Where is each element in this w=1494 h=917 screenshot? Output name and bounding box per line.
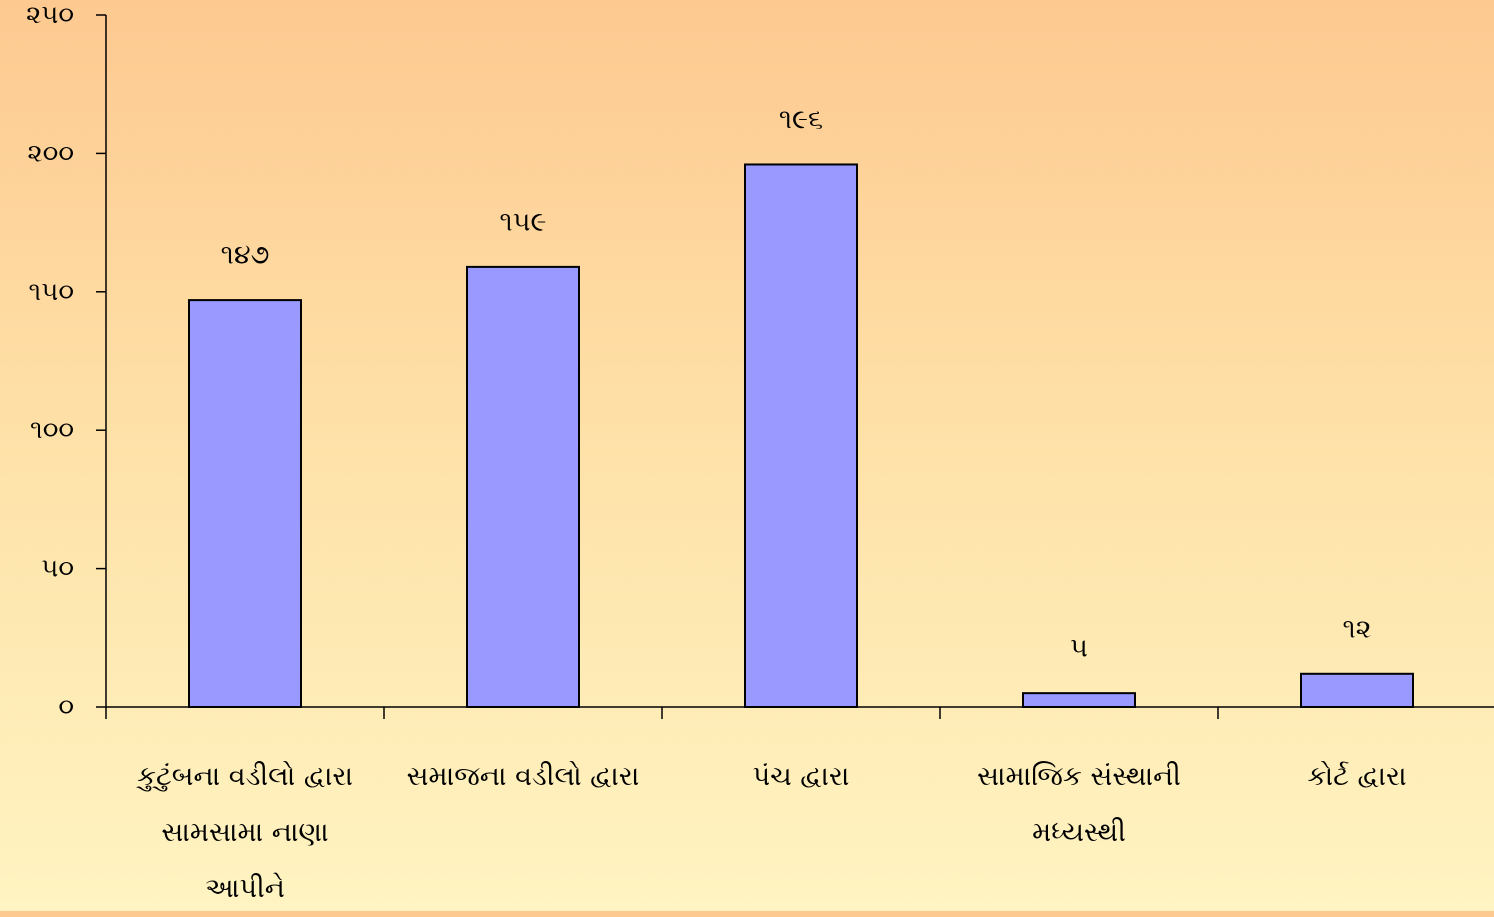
y-tick-label: ૨૫૦ [26, 0, 74, 30]
x-tick-label: પંચ દ્વારા [752, 761, 850, 792]
x-tick-label: સામાજિક સંસ્થાની મધ્યસ્થી [977, 761, 1181, 848]
bar [466, 265, 580, 708]
y-tick-label: ૨૦૦ [27, 138, 74, 168]
x-tick-label: કુટુંબના વડીલો દ્વારા સામસામા નાણા આપીને [136, 761, 354, 904]
x-tick-label: સમાજના વડીલો દ્વારા [406, 761, 640, 792]
bar-value-label: ૧૫૯ [500, 206, 547, 237]
bar [1022, 692, 1136, 708]
bar-value-label: ૧૯૬ [779, 104, 823, 135]
y-tick-label: ૫૦ [41, 554, 74, 584]
bar [1300, 672, 1414, 708]
bar-value-label: ૧૨ [1342, 613, 1371, 644]
x-tick-label: કોર્ટ દ્વારા [1307, 761, 1407, 792]
bar-value-label: ૫ [1070, 633, 1088, 664]
bar [188, 299, 302, 708]
y-tick-label: ૦ [58, 692, 74, 722]
y-tick-label: ૧૫૦ [29, 277, 74, 307]
bar-value-label: ૧૪૭ [221, 240, 270, 271]
y-tick-label: ૧૦૦ [30, 415, 74, 445]
bar [744, 163, 858, 709]
